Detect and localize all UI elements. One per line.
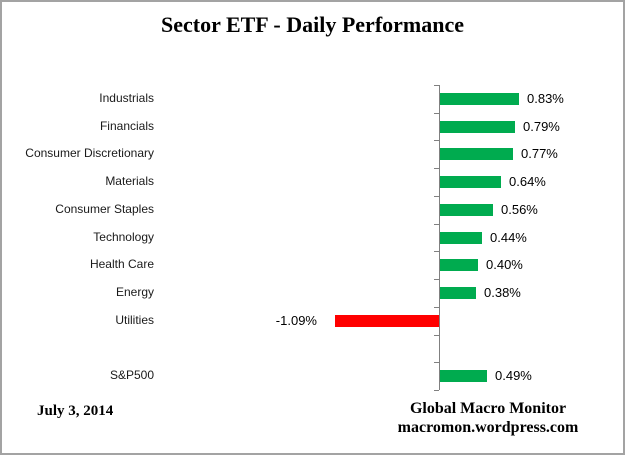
axis-tick xyxy=(434,168,439,169)
axis-tick xyxy=(434,335,439,336)
bar-industrials xyxy=(440,93,519,105)
bar-consumer-discretionary xyxy=(440,148,513,160)
value-label: -1.09% xyxy=(275,313,317,328)
category-label: S&P500 xyxy=(109,368,154,382)
axis-tick xyxy=(434,224,439,225)
bar-utilities xyxy=(335,315,439,327)
axis-tick xyxy=(434,362,439,363)
bar-s-p500 xyxy=(440,370,487,382)
axis-tick xyxy=(434,196,439,197)
axis-tick xyxy=(434,390,439,391)
category-label: Health Care xyxy=(89,257,154,271)
category-label: Consumer Discretionary xyxy=(25,146,154,160)
value-label: 0.40% xyxy=(486,257,523,272)
value-label: 0.77% xyxy=(521,146,558,161)
bar-consumer-staples xyxy=(440,204,493,216)
value-label: 0.79% xyxy=(523,119,560,134)
category-label: Materials xyxy=(105,174,154,188)
date-label: July 3, 2014 xyxy=(37,403,114,419)
bar-technology xyxy=(440,232,482,244)
attribution-source: Global Macro Monitor xyxy=(409,400,567,417)
value-label: 0.38% xyxy=(484,285,521,300)
chart-title: Sector ETF - Daily Performance xyxy=(160,12,464,37)
axis-tick xyxy=(434,85,439,86)
axis-tick xyxy=(434,113,439,114)
value-label: 0.83% xyxy=(527,91,564,106)
value-label: 0.64% xyxy=(509,174,546,189)
category-label: Financials xyxy=(99,119,154,133)
category-label: Technology xyxy=(93,230,154,244)
category-label: Consumer Staples xyxy=(55,202,154,216)
bar-materials xyxy=(440,176,501,188)
value-label: 0.44% xyxy=(490,230,527,245)
axis-tick xyxy=(434,307,439,308)
value-label: 0.56% xyxy=(501,202,538,217)
attribution: Global Macro Monitor macromon.wordpress.… xyxy=(358,399,618,437)
attribution-url: macromon.wordpress.com xyxy=(397,419,579,436)
axis-tick xyxy=(434,279,439,280)
category-label: Industrials xyxy=(99,91,154,105)
bar-energy xyxy=(440,287,476,299)
baseline-axis xyxy=(439,85,440,390)
bar-health-care xyxy=(440,259,478,271)
axis-tick xyxy=(434,140,439,141)
axis-tick xyxy=(434,251,439,252)
bar-financials xyxy=(440,121,515,133)
category-label: Energy xyxy=(115,285,154,299)
category-label: Utilities xyxy=(115,313,154,327)
value-label: 0.49% xyxy=(495,368,532,383)
